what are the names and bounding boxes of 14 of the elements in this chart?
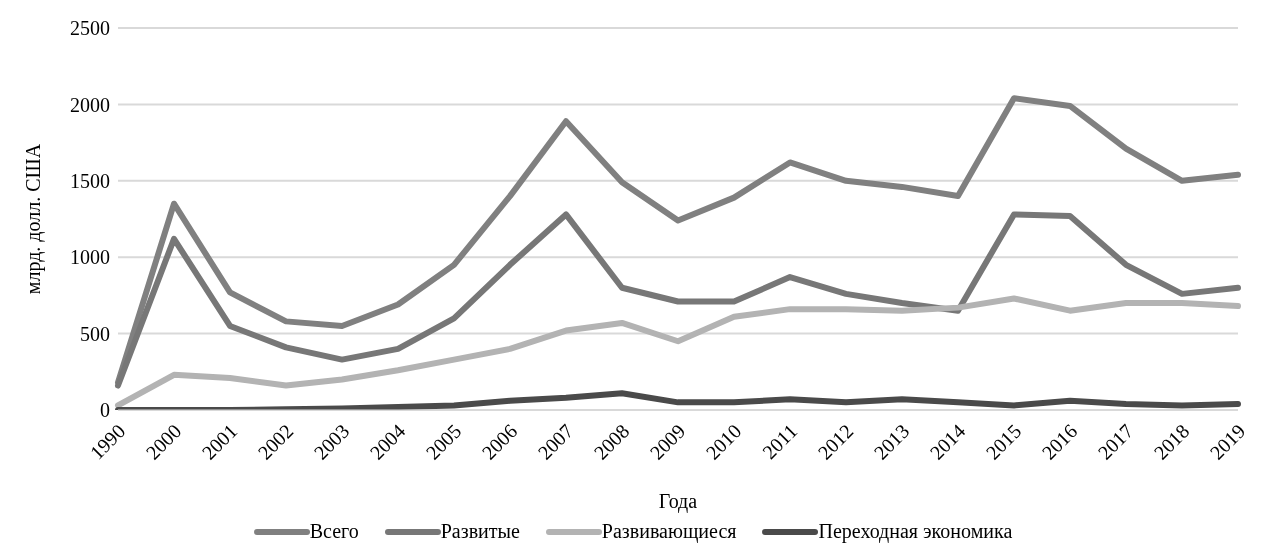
y-tick-label: 500	[80, 322, 110, 345]
x-tick-label: 2011	[757, 419, 802, 464]
legend-label: Переходная экономика	[818, 520, 1013, 543]
legend-label: Развитые	[440, 520, 520, 543]
legend-label: Развивающиеся	[601, 520, 737, 543]
y-tick-label: 1000	[70, 246, 110, 269]
y-tick-label: 2500	[70, 17, 110, 40]
legend-label: Всего	[309, 520, 359, 543]
y-tick-label: 0	[100, 399, 110, 422]
y-tick-label: 2000	[70, 93, 110, 116]
y-axis-title: млрд. долл. США	[22, 143, 46, 295]
y-tick-label: 1500	[70, 169, 110, 192]
x-tick-label: 2001	[197, 419, 242, 464]
x-axis-title: Года	[658, 490, 698, 513]
